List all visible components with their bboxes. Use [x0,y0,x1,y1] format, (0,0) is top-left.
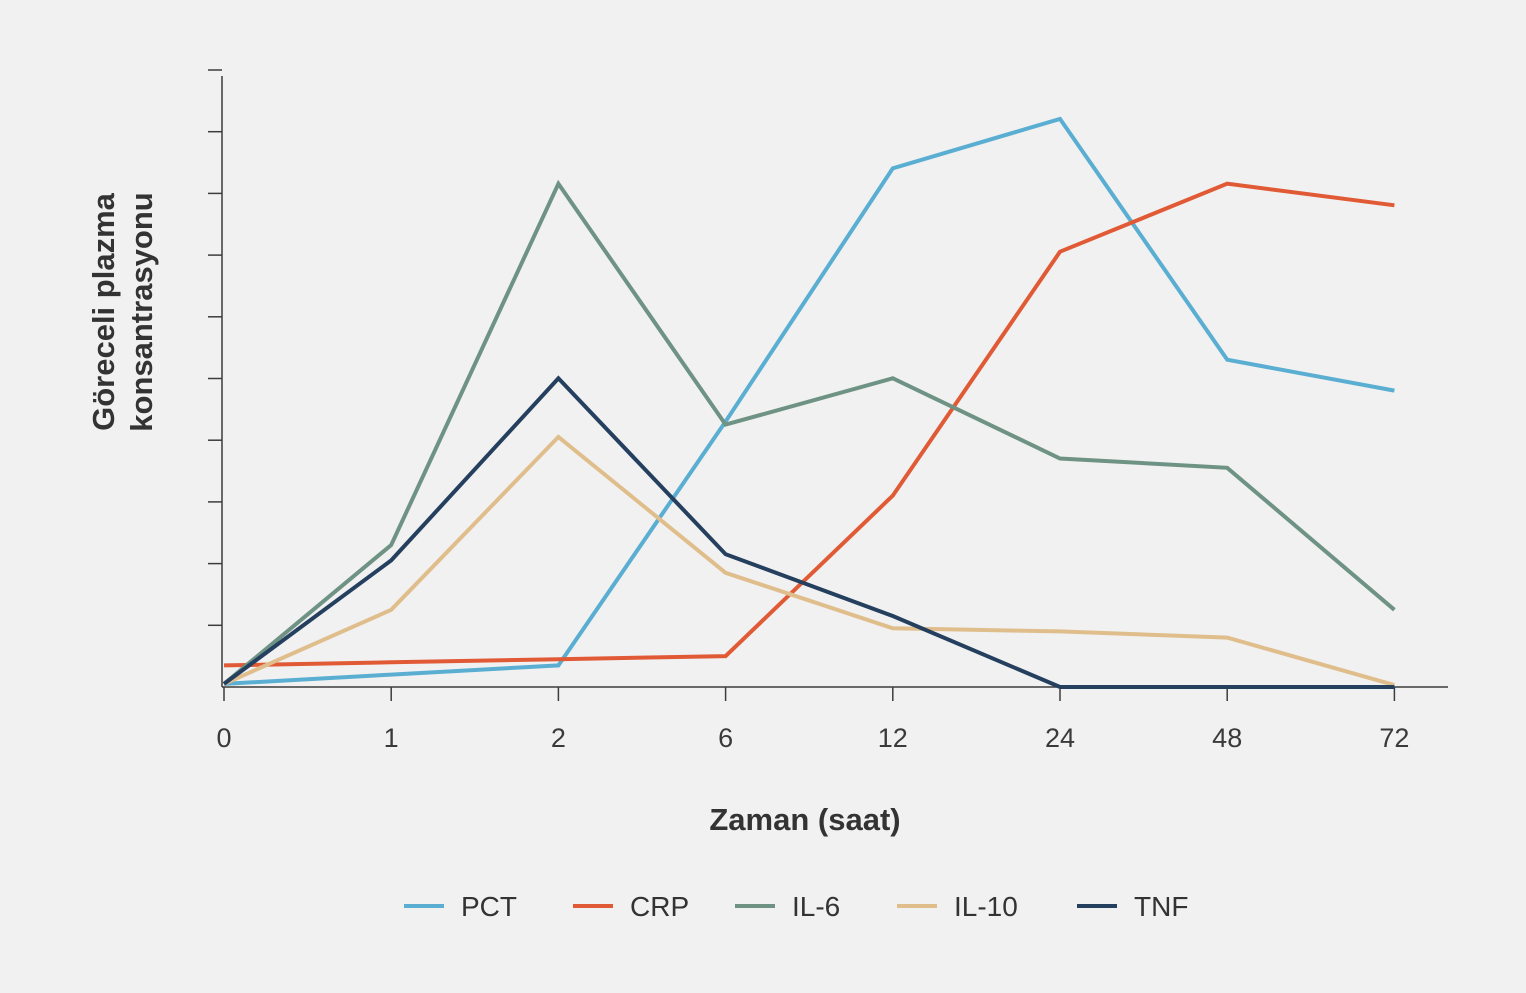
y-axis-title-line-1: Göreceli plazma [86,192,121,431]
x-tick-label: 2 [551,723,566,753]
series-line-crp [223,181,1395,668]
series-line-il-10 [223,434,1395,688]
series-lines [222,116,1396,689]
y-axis-title: Göreceli plazma konsantrasyonu [86,192,159,431]
legend-item-tnf: TNF [1077,891,1188,922]
x-tick-label: 48 [1212,723,1242,753]
x-tick-label: 6 [718,723,733,753]
series-line-pct [223,116,1395,686]
y-axis-title-line-2: konsantrasyonu [124,192,159,431]
legend-label: IL-6 [792,891,840,922]
legend-label: PCT [461,891,517,922]
x-tick-label: 0 [216,723,231,753]
x-tick-label: 72 [1379,723,1409,753]
axes: 0 1 2 6 12 24 48 72 [208,69,1448,753]
legend-item-crp: CRP [573,891,689,922]
x-tick-label: 1 [384,723,399,753]
x-axis-title: Zaman (saat) [709,802,900,837]
legend: PCT CRP IL-6 IL-10 TNF [404,891,1188,922]
legend-item-pct: PCT [404,891,517,922]
legend-label: TNF [1134,891,1188,922]
series-line-tnf [222,375,1395,689]
legend-item-il-10: IL-10 [897,891,1018,922]
legend-label: IL-10 [954,891,1018,922]
legend-label: CRP [630,891,689,922]
series-line-il-6 [222,179,1396,686]
x-tick-label: 24 [1045,723,1075,753]
x-tick-label: 12 [878,723,908,753]
legend-item-il-6: IL-6 [735,891,840,922]
